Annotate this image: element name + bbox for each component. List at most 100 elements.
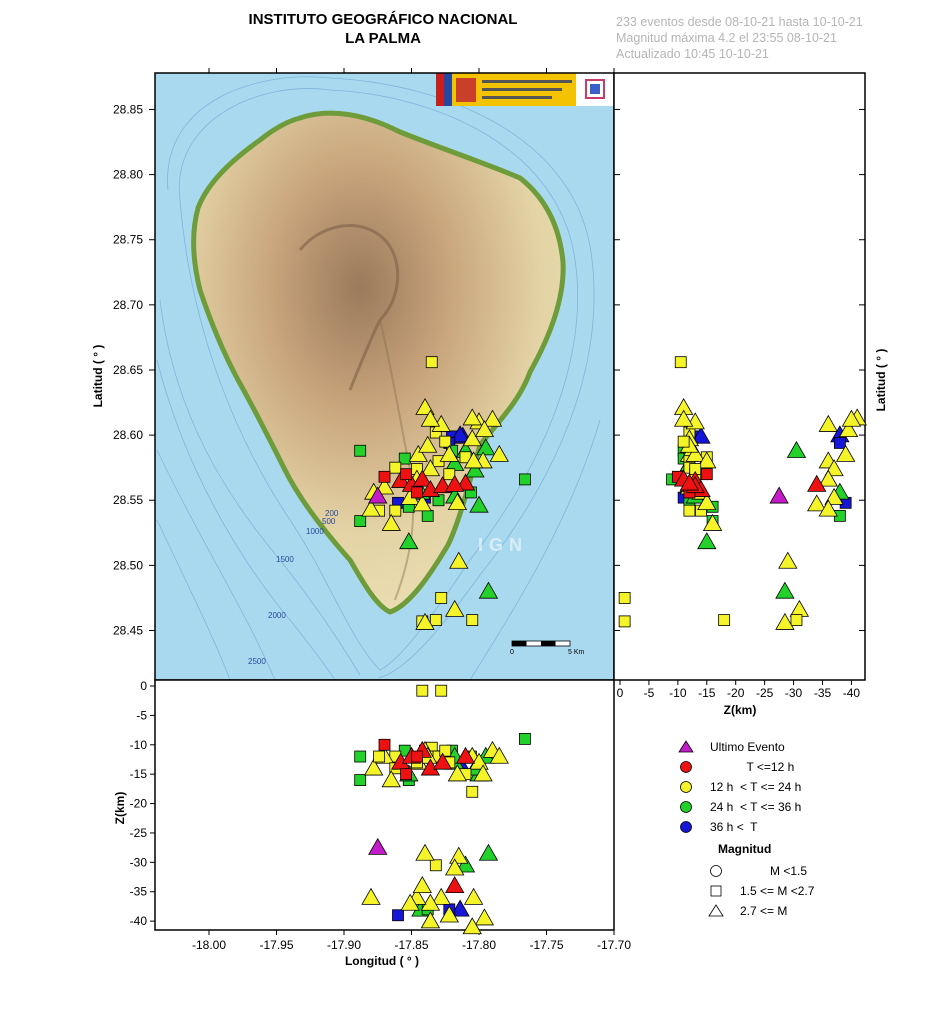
map-event-marker: [412, 469, 432, 487]
lat-depth-event-marker: [841, 409, 862, 427]
map-event-marker: [476, 438, 496, 456]
map-event-marker: [418, 435, 438, 453]
lon-depth-frame: [154, 679, 615, 931]
depth-contour-label: 1000: [306, 527, 324, 536]
map-event-marker: [420, 409, 441, 427]
legend-triangle: [678, 740, 694, 753]
map-event-marker: [415, 612, 435, 630]
lat-depth-x-tick-label: -30: [785, 686, 803, 700]
map-event-marker: [389, 461, 402, 474]
lon-depth-event-marker: [400, 893, 420, 911]
map-y-tick-label: 28.65: [113, 363, 143, 377]
map-event-marker: [462, 408, 482, 426]
lon-depth-event-marker: [364, 758, 384, 776]
map-event-marker: [420, 459, 441, 477]
lat-depth-event-marker: [702, 513, 723, 531]
lat-depth-y-axis-label: Latitud ( ° ): [874, 349, 888, 412]
lon-depth-event-marker: [429, 859, 442, 872]
lat-depth-x-tick-label: -25: [756, 686, 774, 700]
lon-depth-x-axis-label: Longitud ( ° ): [345, 954, 419, 968]
lat-depth-event-marker: [718, 614, 731, 626]
depth-contour-label: 200: [325, 509, 339, 518]
map-event-marker: [381, 513, 401, 531]
circle-symbol-icon: [680, 761, 692, 773]
map-event-marker: [482, 409, 503, 427]
lat-depth-x-tick-label: -5: [644, 686, 655, 700]
map-event-marker: [378, 470, 391, 483]
ign-logo: [576, 73, 614, 106]
map-event-marker: [462, 429, 482, 447]
lon-depth-event-marker: [416, 684, 429, 697]
map-scale-bar: 0 5 Km: [510, 640, 585, 656]
legend-item-label: 36 h < T: [710, 820, 758, 834]
legend-magnitude-title: Magnitud: [718, 842, 772, 856]
lon-depth-event-marker: [354, 750, 367, 763]
legend-magnitude-label: 1.5 <= M <2.7: [740, 884, 815, 898]
lon-depth-event-marker: [368, 837, 388, 855]
legend-circle: [680, 801, 692, 813]
lat-depth-x-tick-label: -10: [669, 686, 687, 700]
map-y-tick-label: 28.45: [113, 624, 143, 638]
lon-depth-event-marker: [354, 774, 367, 786]
map-y-axis-label: Latitud ( ° ): [91, 345, 105, 408]
map-y-tick-label: 28.50: [113, 558, 143, 572]
lon-depth-event-marker: [431, 887, 451, 905]
lon-depth-y-tick-label: 0: [140, 679, 147, 693]
map-event-marker: [466, 614, 479, 626]
lon-depth-event-marker: [410, 750, 423, 763]
lon-depth-event-marker: [455, 855, 476, 873]
map-event-marker: [354, 444, 367, 457]
map-event-marker: [439, 435, 452, 448]
circle-symbol-icon: [680, 801, 692, 813]
lat-depth-event-marker: [685, 444, 705, 462]
lon-depth-x-tick-label: -18.00: [192, 938, 226, 952]
lon-depth-event-marker: [478, 843, 499, 861]
map-event-marker: [445, 599, 465, 617]
map-y-tick-label: 28.80: [113, 168, 143, 182]
lat-depth-event-marker: [790, 614, 803, 626]
page-title: INSTITUTO GEOGRÁFICO NACIONAL: [248, 11, 518, 28]
ministry-logo: [436, 73, 576, 106]
legend-circle: [710, 865, 722, 877]
lon-depth-event-marker: [466, 785, 479, 798]
map-event-marker: [354, 515, 367, 527]
lat-depth-x-tick-label: -40: [843, 686, 861, 700]
lat-depth-event-marker: [775, 581, 795, 599]
lat-depth-event-marker: [824, 459, 844, 477]
depth-contour-label: 2500: [248, 657, 266, 666]
lat-depth-event-marker: [818, 414, 838, 432]
map-event-marker: [415, 397, 435, 415]
lon-depth-event-marker: [445, 876, 465, 894]
lat-depth-event-marker: [769, 486, 789, 504]
lon-depth-y-tick-label: -10: [130, 738, 148, 752]
map-event-marker: [361, 499, 381, 517]
lat-depth-x-tick-label: -15: [698, 686, 716, 700]
lat-depth-event-marker: [775, 612, 795, 630]
events-layer: [354, 356, 867, 935]
lat-depth-event-marker: [786, 440, 807, 458]
lon-depth-event-marker: [420, 893, 441, 911]
lon-depth-event-marker: [489, 746, 509, 764]
bathymetry-contours: [156, 76, 601, 680]
map-y-tick-label: 28.85: [113, 102, 143, 116]
map-event-marker: [474, 420, 495, 438]
lat-depth-event-marker: [833, 437, 846, 449]
lon-depth-event-marker: [412, 876, 432, 894]
lat-depth-x-axis-label: Z(km): [724, 703, 757, 717]
lat-depth-event-marker: [838, 420, 859, 438]
map-event-marker: [429, 614, 442, 626]
lon-depth-event-marker: [463, 887, 484, 905]
map-event-marker: [443, 468, 456, 481]
map-event-marker: [469, 495, 489, 513]
map-event-marker: [389, 504, 402, 517]
lon-depth-event-marker: [447, 764, 468, 782]
lon-depth-event-marker: [415, 843, 435, 861]
lat-depth-event-marker: [618, 592, 631, 604]
lat-depth-frame: [613, 72, 866, 681]
lat-depth-event-marker: [674, 356, 687, 369]
lat-depth-event-marker: [677, 435, 690, 448]
legend-circle: [680, 761, 692, 773]
map-event-marker: [374, 477, 395, 495]
